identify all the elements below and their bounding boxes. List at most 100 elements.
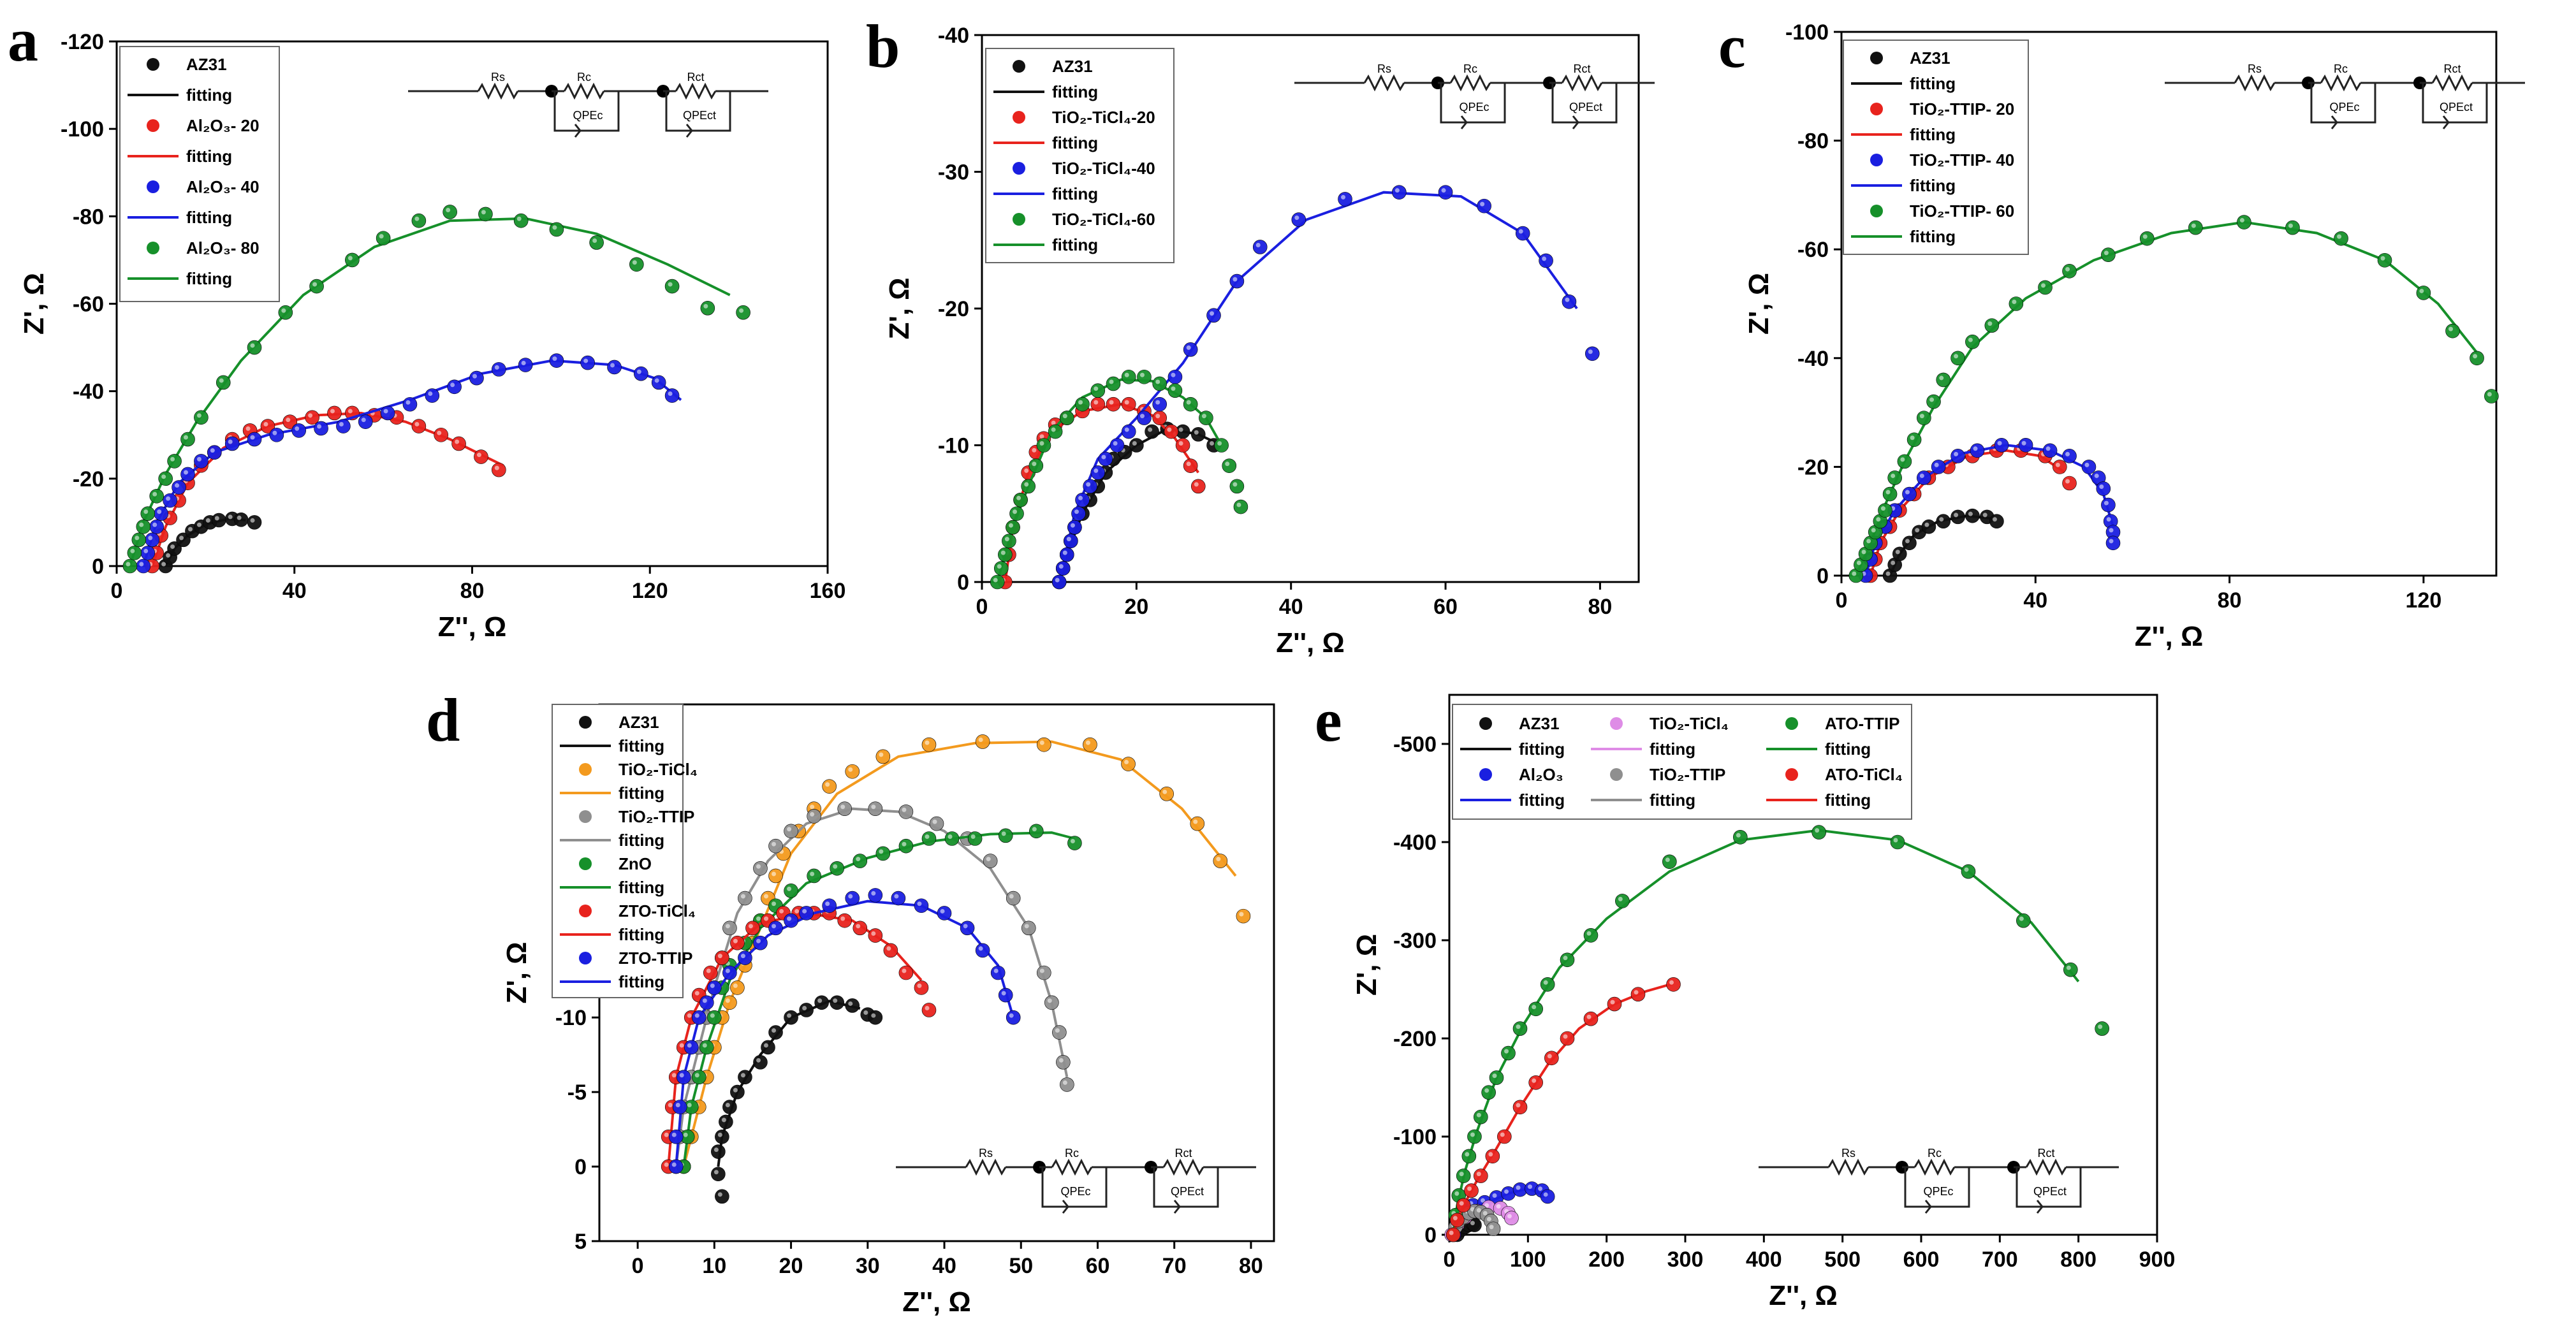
data-point-green [898, 838, 914, 854]
data-point-highlight [1094, 386, 1099, 391]
data-point-blue [469, 370, 484, 386]
data-point-blue [402, 396, 418, 412]
data-point-highlight [2065, 479, 2070, 484]
data-point-black [868, 1010, 883, 1025]
data-point-highlight [1039, 441, 1044, 446]
data-point-gray [738, 891, 752, 906]
legend-entry-text: Al₂O₃- 80 [186, 238, 260, 258]
data-point-gray [768, 838, 783, 854]
x-axis-label: Z'', Ω [1276, 627, 1345, 658]
data-point-highlight [2021, 440, 2026, 446]
legend-marker-green [579, 857, 592, 870]
rc-label: Rc [2334, 62, 2348, 75]
data-point-blue [180, 467, 195, 482]
fit-line-blue [142, 359, 682, 567]
legend-entry-text: fitting [186, 269, 232, 288]
data-point-blue [1477, 198, 1491, 214]
data-point-orange [1121, 757, 1136, 771]
data-point-highlight [725, 968, 730, 973]
x-tick-label: 0 [632, 1254, 644, 1278]
data-point-red [1497, 1129, 1512, 1144]
data-point-green [2016, 913, 2031, 928]
x-tick-label: 80 [460, 579, 485, 603]
data-point-highlight [1871, 528, 1876, 533]
data-point-black [830, 995, 845, 1010]
data-point-red [1445, 1227, 1461, 1242]
data-point-highlight [263, 422, 268, 427]
x-tick-label: 700 [1982, 1248, 2018, 1272]
data-point-black [738, 1070, 752, 1085]
data-point-highlight [1504, 1189, 1509, 1194]
data-point-highlight [1051, 420, 1056, 425]
circuit-wire [665, 91, 731, 132]
data-point-red [2062, 476, 2077, 491]
data-point-green [1961, 864, 1976, 879]
data-point-red [2053, 460, 2067, 474]
cpe-ct-symbol [685, 124, 693, 138]
data-point-highlight [152, 522, 157, 527]
data-point-orange [1083, 737, 1097, 752]
data-point-highlight [1939, 375, 1944, 381]
data-point-red [898, 965, 914, 980]
x-tick-label: 60 [1086, 1254, 1110, 1278]
data-point-blue [1152, 396, 1167, 412]
data-point-highlight [1086, 482, 1091, 487]
data-point-highlight [879, 752, 884, 757]
data-point-green [2063, 962, 2078, 977]
data-point-blue [2101, 497, 2116, 513]
cpe-ct-symbol [2442, 115, 2450, 129]
legend-entry-text: AZ31 [1052, 57, 1093, 76]
data-point-green [549, 222, 564, 237]
data-point-blue [998, 987, 1013, 1003]
legend-entry-text: fitting [1910, 125, 1956, 144]
data-point-highlight [1504, 1049, 1509, 1054]
data-point-highlight [2104, 500, 2109, 506]
data-point-highlight [1078, 495, 1083, 500]
data-point-highlight [970, 834, 976, 839]
legend-entry-text: fitting [1052, 133, 1098, 152]
data-point-highlight [810, 804, 815, 810]
data-point-highlight [1885, 490, 1891, 495]
data-point-highlight [166, 553, 171, 558]
data-point-blue [580, 355, 595, 370]
legend-marker-black [1870, 52, 1883, 64]
data-point-highlight [1500, 1132, 1505, 1137]
data-point-highlight [833, 998, 838, 1003]
data-point-blue [2018, 437, 2033, 453]
data-point-green [1501, 1045, 1516, 1061]
data-point-highlight [1055, 1028, 1060, 1033]
data-point-red [1512, 1100, 1528, 1115]
data-point-highlight [840, 804, 845, 810]
data-point-highlight [2109, 528, 2114, 533]
data-point-red [1544, 1051, 1559, 1066]
data-point-green [136, 519, 151, 534]
x-axis-label: Z'', Ω [438, 611, 507, 643]
data-point-red [1090, 396, 1106, 412]
data-point-red [327, 405, 342, 421]
data-point-green [513, 213, 529, 228]
data-point-gray [868, 801, 883, 817]
y-axis-label: Z', Ω [1743, 273, 1775, 335]
data-point-highlight [1155, 379, 1160, 384]
data-point-green [1662, 854, 1677, 869]
data-point-highlight [632, 260, 637, 265]
data-point-highlight [1217, 441, 1222, 446]
data-point-green [376, 231, 391, 245]
data-point-green [784, 884, 798, 898]
data-point-highlight [1186, 462, 1191, 467]
data-point-highlight [1484, 1203, 1489, 1208]
data-point-blue [1584, 346, 1600, 361]
fit-line-red [150, 411, 504, 567]
data-point-green [1474, 1109, 1488, 1124]
x-tick-label: 500 [1824, 1248, 1861, 1272]
data-point-green [1461, 1149, 1477, 1164]
data-point-highlight [1905, 539, 1910, 544]
data-point-gray [1037, 965, 1051, 980]
data-point-highlight [143, 509, 149, 514]
data-point-red [1121, 396, 1136, 412]
data-point-highlight [139, 522, 144, 527]
data-point-highlight [1194, 482, 1199, 487]
data-point-green [993, 561, 1009, 576]
data-point-highlight [671, 1162, 677, 1167]
panel-b-chart: 0 20 40 60 80 0 -10 -20 -30 -40 Z'', Ω Z', Ω b Rs Rc QP… [866, 12, 1655, 658]
